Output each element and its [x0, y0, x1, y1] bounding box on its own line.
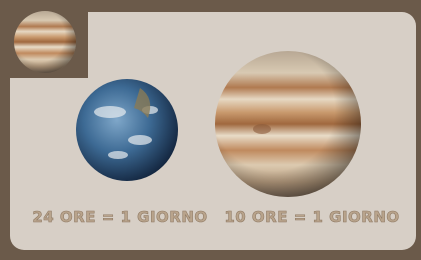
jupiter-thumbnail-shade	[14, 11, 76, 73]
jupiter-caption: 10 ORE = 1 GIORNO	[224, 208, 399, 226]
jupiter-shade	[215, 51, 361, 197]
earth-caption: 24 ORE = 1 GIORNO	[32, 208, 207, 226]
scene: 24 ORE = 1 GIORNO 10 ORE = 1 GIORNO	[0, 0, 421, 260]
earth	[76, 79, 178, 181]
